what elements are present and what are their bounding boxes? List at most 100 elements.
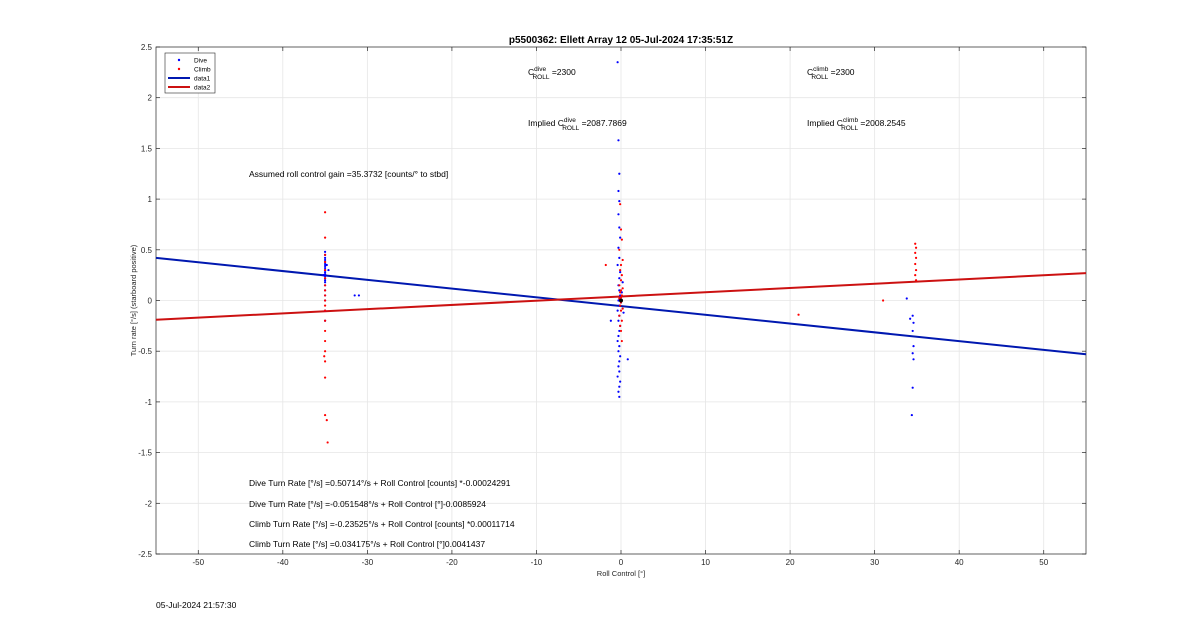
point-dive [617, 246, 620, 249]
point-dive [618, 256, 621, 260]
point-dive [617, 299, 620, 302]
point-dive [323, 262, 327, 266]
point-dive [609, 319, 612, 322]
y-tick-label: 0 [148, 297, 153, 306]
x-tick-label: -50 [192, 558, 204, 567]
y-tick-label: 2 [148, 94, 153, 103]
point-dive [323, 281, 327, 284]
point-climb [325, 419, 328, 422]
y-tick-label: 0.5 [141, 246, 153, 255]
point-climb [323, 376, 327, 379]
point-climb [620, 339, 623, 343]
point-climb [323, 304, 327, 307]
point-dive [911, 352, 914, 355]
point-dive [618, 360, 621, 363]
point-dive [626, 358, 629, 361]
point-dive [910, 413, 913, 417]
point-dive [619, 236, 622, 239]
point-dive [909, 317, 912, 320]
annotation: Implied Cclimb ROLL =2008.2545 [807, 117, 906, 132]
annotation: Climb Turn Rate [°/s] =-0.23525°/s + Rol… [249, 519, 515, 529]
point-dive [323, 273, 327, 276]
point-climb [619, 279, 623, 282]
point-climb [323, 277, 327, 280]
point-climb [620, 238, 623, 241]
point-climb [323, 350, 327, 353]
point-dive [622, 311, 625, 314]
point-climb [604, 263, 607, 267]
legend-label: Climb [194, 66, 211, 73]
annotation: Climb Turn Rate [°/s] =0.034175°/s + Rol… [249, 539, 485, 549]
point-climb [323, 236, 327, 239]
point-climb [914, 256, 918, 260]
x-tick-label: -40 [277, 558, 289, 567]
annotation: Assumed roll control gain =35.3732 [coun… [249, 169, 448, 179]
point-dive [618, 395, 621, 398]
point-climb [323, 329, 327, 333]
y-tick-label: 2.5 [141, 43, 153, 52]
point-climb [619, 296, 623, 299]
point-climb [619, 268, 622, 272]
x-tick-label: 20 [786, 558, 795, 567]
point-climb [619, 309, 623, 312]
point-dive [357, 294, 361, 297]
point-climb [323, 284, 327, 287]
x-tick-label: -10 [531, 558, 543, 567]
point-dive [618, 345, 621, 348]
point-dive [617, 390, 620, 393]
legend: Dive Climb data1 data2 [164, 52, 216, 94]
point-climb [914, 268, 918, 272]
point-climb [914, 251, 917, 254]
point-climb [618, 248, 621, 251]
point-dive [617, 189, 620, 193]
y-tick-label: -1 [145, 398, 153, 407]
x-tick-label: -20 [446, 558, 458, 567]
point-dive [618, 329, 621, 333]
x-tick-label: 50 [1039, 558, 1048, 567]
annotation: Implied Cdive ROLL =2087.7869 [528, 117, 627, 132]
point-dive [617, 334, 620, 338]
point-climb [797, 313, 800, 316]
point-climb [620, 319, 623, 322]
point-dive [619, 355, 622, 358]
point-climb [619, 329, 623, 333]
point-climb [618, 314, 621, 317]
point-dive [619, 380, 622, 383]
point-climb [323, 211, 327, 214]
point-climb [323, 294, 327, 297]
point-dive [618, 172, 621, 175]
point-climb [323, 355, 326, 358]
point-dive [618, 370, 621, 373]
y-tick-label: -2.5 [138, 550, 152, 559]
point-climb [323, 289, 327, 292]
point-climb [619, 263, 623, 267]
point-climb [621, 287, 624, 290]
point-dive [618, 277, 621, 280]
point-climb [621, 258, 624, 262]
x-axis-label: Roll Control [°] [597, 569, 645, 578]
point-dive [905, 297, 908, 300]
x-tick-label: -30 [362, 558, 374, 567]
point-dive [912, 321, 915, 324]
x-tick-label: 10 [701, 558, 710, 567]
point-dive [617, 139, 620, 142]
point-climb [619, 304, 622, 307]
point-dive [912, 345, 915, 348]
center-marker [619, 298, 623, 303]
point-climb [323, 268, 327, 272]
point-climb [323, 253, 327, 256]
x-tick-label: 0 [619, 558, 624, 567]
point-dive [619, 294, 622, 297]
point-climb [323, 260, 327, 264]
point-dive [911, 314, 914, 317]
x-tick-label: 40 [955, 558, 964, 567]
point-climb [323, 339, 327, 343]
point-dive [617, 213, 620, 216]
annotation: Dive Turn Rate [°/s] =0.50714°/s + Roll … [249, 478, 511, 488]
x-tick-label: 30 [870, 558, 879, 567]
y-tick-label: 1.5 [141, 144, 153, 153]
point-dive [353, 294, 356, 297]
legend-marker [177, 58, 181, 62]
point-dive [618, 200, 621, 203]
point-climb [914, 262, 917, 266]
